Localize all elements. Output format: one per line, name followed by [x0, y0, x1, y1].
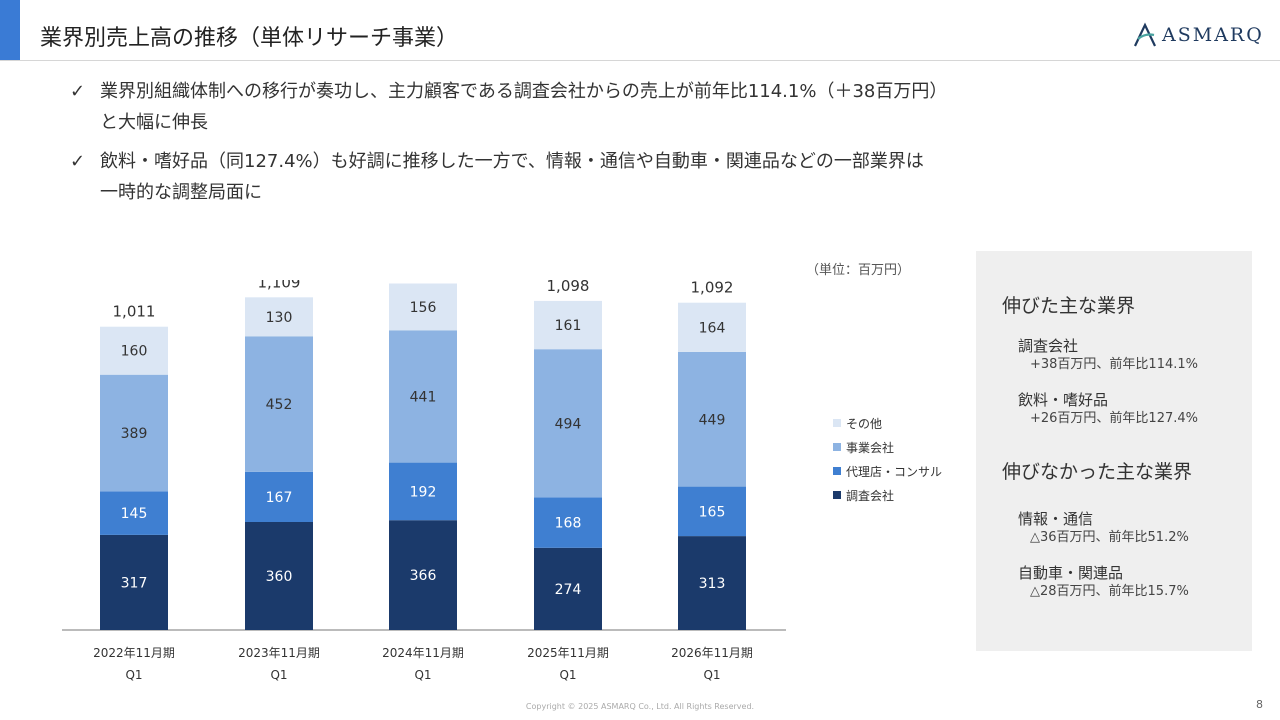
declined-item-detail: △28百万円、前年比15.7% [1030, 584, 1189, 599]
data-label: 165 [699, 504, 726, 520]
grew-item-detail: +38百万円、前年比114.1% [1030, 357, 1199, 372]
legend-label: 事業会社 [846, 440, 894, 455]
bullet-item: ✓ 業界別組織体制への移行が奏功し、主力顧客である調査会社からの売上が前年比11… [70, 76, 1150, 138]
bar-segment [389, 462, 457, 521]
data-label: 441 [410, 389, 437, 405]
bar-segment [389, 330, 457, 463]
legend-label: その他 [846, 417, 882, 431]
data-label: 494 [555, 416, 582, 432]
data-label: 168 [555, 516, 582, 532]
bar-segment [678, 351, 746, 487]
bar-segment [245, 471, 313, 522]
x-tick-label: 2025年11月期 [527, 646, 609, 660]
total-label: 1,109 [258, 280, 301, 291]
declined-item-name: 情報・通信 [1018, 510, 1094, 528]
declined-heading: 伸びなかった主な業界 [1002, 461, 1193, 483]
data-label: 389 [121, 426, 148, 442]
bar-segment [534, 547, 602, 630]
header-divider [0, 60, 1280, 61]
industry-summary-panel: 伸びた主な業界 調査会社 +38百万円、前年比114.1% 飲料・嗜好品 +26… [976, 251, 1252, 651]
bar-segment [245, 297, 313, 337]
bar-segment [100, 374, 168, 492]
bar-segment [245, 336, 313, 472]
data-label: 160 [121, 344, 148, 360]
legend-swatch [833, 419, 841, 427]
data-label: 317 [121, 575, 148, 591]
data-label: 156 [410, 300, 437, 316]
x-tick-label: Q1 [125, 668, 142, 682]
x-tick-label: 2023年11月期 [238, 646, 320, 660]
asmarq-logo-icon [1134, 22, 1156, 47]
check-icon: ✓ [70, 151, 86, 172]
grew-item-name: 調査会社 [1018, 337, 1079, 355]
total-label: 1,011 [113, 303, 156, 321]
legend-label: 代理店・コンサル [846, 465, 942, 479]
x-tick-label: Q1 [414, 668, 431, 682]
x-tick-label: 2024年11月期 [382, 646, 464, 660]
bar-segment [534, 349, 602, 498]
bar-segment [678, 302, 746, 352]
x-tick-label: 2022年11月期 [93, 646, 175, 660]
legend-swatch [833, 491, 841, 499]
bar-segment [678, 486, 746, 537]
bullet-line: 業界別組織体制への移行が奏功し、主力顧客である調査会社からの売上が前年比114.… [100, 81, 948, 102]
data-label: 452 [266, 397, 293, 413]
header-accent-bar [0, 0, 20, 60]
total-label: 1,092 [691, 280, 734, 297]
unit-label: （単位：百万円） [806, 263, 911, 278]
page-number: 8 [1256, 698, 1263, 711]
grew-heading: 伸びた主な業界 [1002, 295, 1136, 317]
legend-swatch [833, 443, 841, 451]
data-label: 164 [699, 320, 726, 336]
bullet-line: と大幅に伸長 [100, 112, 208, 133]
company-logo: ASMARQ [1132, 20, 1264, 50]
page-title: 業界別売上高の推移（単体リサーチ事業） [40, 26, 459, 51]
declined-item-name: 自動車・関連品 [1018, 564, 1124, 582]
data-label: 366 [410, 568, 437, 584]
total-label: 1,098 [547, 280, 590, 295]
check-icon: ✓ [70, 81, 86, 102]
data-label: 130 [266, 310, 293, 326]
data-label: 313 [699, 576, 726, 592]
bar-segment [678, 536, 746, 630]
bullet-line: 飲料・嗜好品（同127.4%）も好調に推移した一方で、情報・通信や自動車・関連品… [100, 151, 924, 172]
data-label: 274 [555, 582, 582, 598]
x-tick-label: 2026年11月期 [671, 646, 753, 660]
x-tick-label: Q1 [703, 668, 720, 682]
bar-segment [245, 522, 313, 630]
slide-header: 業界別売上高の推移（単体リサーチ事業） ASMARQ [0, 0, 1280, 60]
legend-swatch [833, 467, 841, 475]
grew-item-detail: +26百万円、前年比127.4% [1030, 411, 1199, 426]
data-label: 145 [121, 506, 148, 522]
bar-segment [100, 491, 168, 535]
bar-segment [100, 326, 168, 375]
data-label: 449 [699, 412, 726, 428]
bar-segment [389, 520, 457, 630]
bar-segment [100, 534, 168, 630]
copyright-text: Copyright © 2025 ASMARQ Co., Ltd. All Ri… [525, 702, 755, 711]
data-label: 360 [266, 569, 293, 585]
x-tick-label: Q1 [559, 668, 576, 682]
stacked-bar-chart: 317 145 389 160 1,011 2022年11月期 Q1 360 167 452 130… [62, 280, 942, 682]
logo-text: ASMARQ [1162, 24, 1264, 46]
bar-segment [534, 497, 602, 548]
grew-item-name: 飲料・嗜好品 [1018, 391, 1109, 409]
declined-item-detail: △36百万円、前年比51.2% [1030, 530, 1189, 545]
bar-segment [389, 283, 457, 331]
x-tick-label: Q1 [270, 668, 287, 682]
bar-segment [534, 300, 602, 350]
bullet-item: ✓ 飲料・嗜好品（同127.4%）も好調に推移した一方で、情報・通信や自動車・関… [70, 146, 1150, 208]
summary-bullets: ✓ 業界別組織体制への移行が奏功し、主力顧客である調査会社からの売上が前年比11… [70, 76, 1150, 216]
bullet-line: 一時的な調整局面に [100, 182, 262, 203]
data-label: 167 [266, 490, 293, 506]
data-label: 192 [410, 484, 437, 500]
data-label: 161 [555, 318, 582, 334]
legend-label: 調査会社 [846, 488, 894, 503]
